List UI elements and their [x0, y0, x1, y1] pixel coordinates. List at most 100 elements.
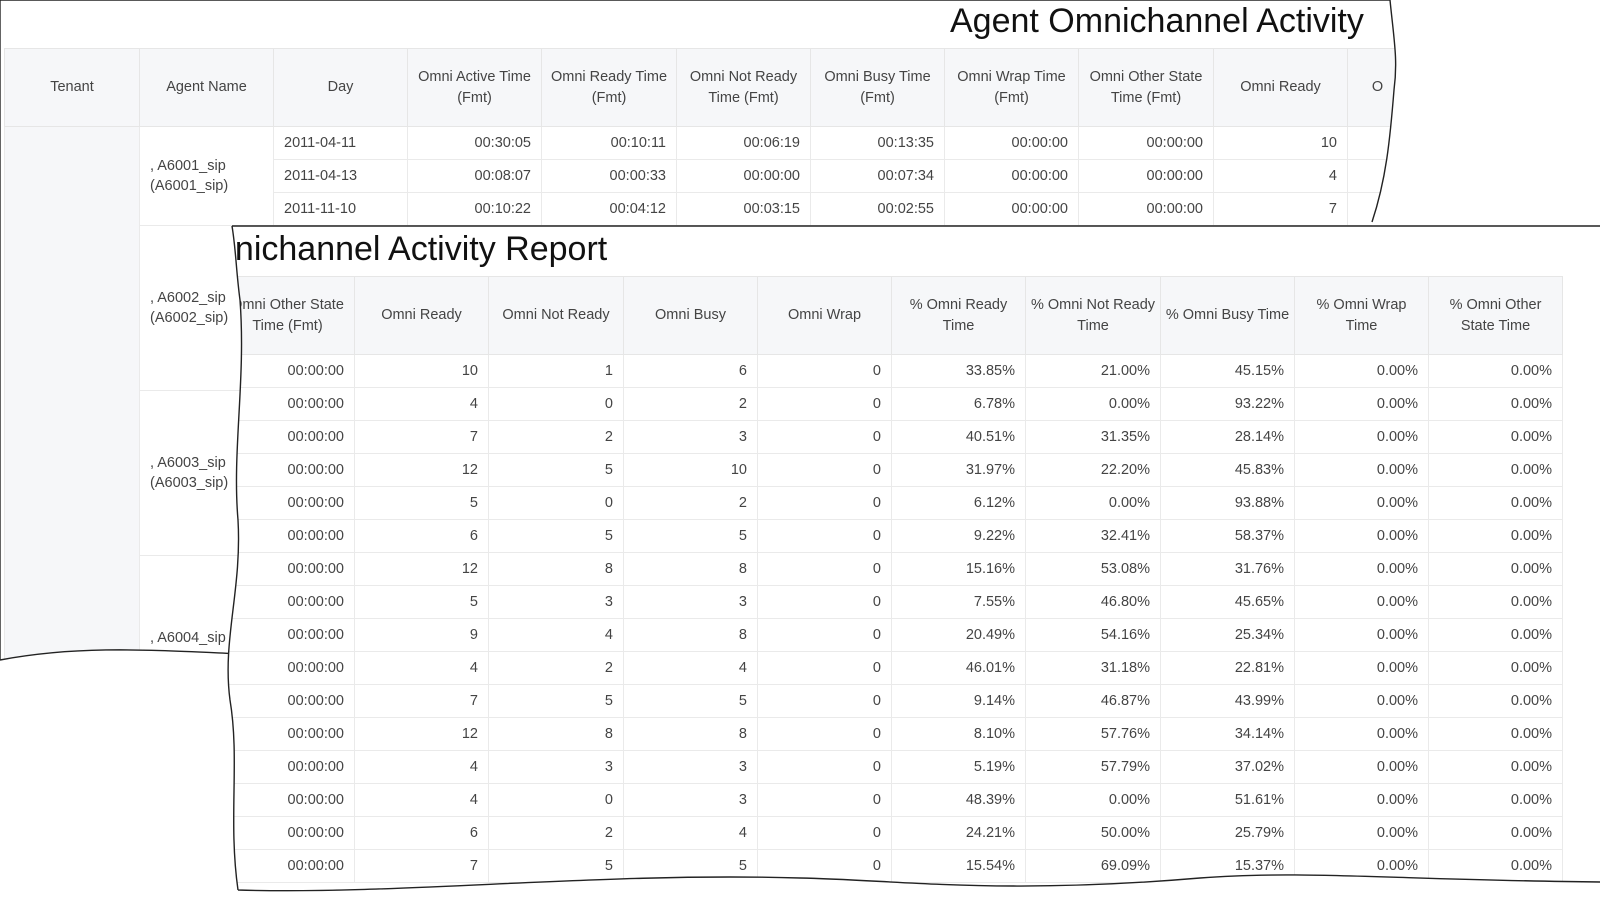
table-cell: 0	[758, 751, 892, 784]
table-cell: 00:00:00	[221, 751, 355, 784]
table-cell: 32.41%	[1026, 520, 1161, 553]
table-cell: 8	[624, 619, 758, 652]
table-cell: 45.65%	[1161, 586, 1295, 619]
table-cell: 0	[758, 619, 892, 652]
table-cell: 0	[758, 850, 892, 883]
table-cell: 57.76%	[1026, 718, 1161, 751]
table-cell: 4	[355, 652, 489, 685]
table-cell: 31.97%	[892, 454, 1026, 487]
table-cell: 7.55%	[892, 586, 1026, 619]
table-cell: 8	[489, 553, 624, 586]
table-cell: 0	[489, 784, 624, 817]
table-cell: 7	[355, 850, 489, 883]
table-cell: 2011-04-11	[274, 127, 408, 160]
report-title: Agent Omnichannel Activity	[950, 2, 1364, 40]
table-cell: 0	[758, 487, 892, 520]
table-cell: 31.35%	[1026, 421, 1161, 454]
table-row: 00:00:00 5 3 3 0 7.55% 46.80% 45.65% 0.00% 0.00%	[221, 586, 1563, 619]
table-cell: 0.00%	[1026, 784, 1161, 817]
table-cell: 0.00%	[1429, 685, 1563, 718]
table-cell: 2	[624, 388, 758, 421]
table-cell: 46.01%	[892, 652, 1026, 685]
table-row: 00:00:00 4 2 4 0 46.01% 31.18% 22.81% 0.00% 0.00%	[221, 652, 1563, 685]
table-row: , A6001_sip (A6001_sip) 2011-04-11 00:30:0…	[5, 127, 1408, 160]
table-cell	[1348, 160, 1408, 193]
table-cell: 2011-11-10	[274, 193, 408, 226]
table-cell: 4	[489, 619, 624, 652]
table-cell: 12	[355, 553, 489, 586]
table-cell: 0	[758, 421, 892, 454]
table-cell: 00:00:33	[542, 160, 677, 193]
column-header: Omni Ready	[1214, 49, 1348, 127]
table-row: 00:00:00 7 5 5 0 15.54% 69.09% 15.37% 0.00% 0.00%	[221, 850, 1563, 883]
table-cell: 0.00%	[1295, 685, 1429, 718]
table-cell: 8	[624, 553, 758, 586]
table-cell: 0.00%	[1295, 850, 1429, 883]
table-cell: 54.16%	[1026, 619, 1161, 652]
table-cell: 00:02:55	[811, 193, 945, 226]
table-cell: 0.00%	[1295, 718, 1429, 751]
table-cell: 1	[489, 355, 624, 388]
table-cell: 20.49%	[892, 619, 1026, 652]
table-cell: 15.37%	[1161, 850, 1295, 883]
table-cell: 00:00:00	[945, 193, 1079, 226]
table-row: 00:00:00 4 0 3 0 48.39% 0.00% 51.61% 0.00% 0.00%	[221, 784, 1563, 817]
table-cell: 8.10%	[892, 718, 1026, 751]
table-cell: 45.83%	[1161, 454, 1295, 487]
table-cell: 51.61%	[1161, 784, 1295, 817]
table-row: 00:00:00 6 2 4 0 24.21% 50.00% 25.79% 0.00% 0.00%	[221, 817, 1563, 850]
table-row: 00:00:00 6 5 5 0 9.22% 32.41% 58.37% 0.00% 0.00%	[221, 520, 1563, 553]
table-cell: 6	[624, 355, 758, 388]
table-cell: 4	[355, 784, 489, 817]
table-row: 00:00:00 7 5 5 0 9.14% 46.87% 43.99% 0.00% 0.00%	[221, 685, 1563, 718]
table-cell: 00:13:35	[811, 127, 945, 160]
table-cell: 24.21%	[892, 817, 1026, 850]
table-cell: 0.00%	[1295, 817, 1429, 850]
table-cell: 0.00%	[1429, 487, 1563, 520]
table-cell: 34.14%	[1161, 718, 1295, 751]
table-row: 00:00:00 4 0 2 0 6.78% 0.00% 93.22% 0.00% 0.00%	[221, 388, 1563, 421]
table-cell: 5	[489, 850, 624, 883]
table-cell: 4	[624, 817, 758, 850]
table-cell: 00:07:34	[811, 160, 945, 193]
table-row: 00:00:00 4 3 3 0 5.19% 57.79% 37.02% 0.00% 0.00%	[221, 751, 1563, 784]
table-cell: 93.88%	[1161, 487, 1295, 520]
report-title: nnichannel Activity Report	[216, 230, 608, 268]
table-cell: 12	[355, 718, 489, 751]
table-cell: 5	[489, 520, 624, 553]
table-cell: 0.00%	[1026, 487, 1161, 520]
table-cell: 0.00%	[1429, 355, 1563, 388]
column-header: Omni Ready Time (Fmt)	[542, 49, 677, 127]
column-header: Omni Busy	[624, 277, 758, 355]
table-cell: 00:00:00	[1079, 160, 1214, 193]
table-cell: 0.00%	[1429, 421, 1563, 454]
column-header: Omni Wrap	[758, 277, 892, 355]
table-cell: 0.00%	[1429, 586, 1563, 619]
table-cell: 93.22%	[1161, 388, 1295, 421]
table-cell: 00:04:12	[542, 193, 677, 226]
table-cell: 0	[489, 487, 624, 520]
table-cell: 58.37%	[1161, 520, 1295, 553]
table-cell: 7	[355, 421, 489, 454]
table-cell: 00:00:00	[945, 160, 1079, 193]
column-header: Omni Other State Time (Fmt)	[1079, 49, 1214, 127]
table-cell: 00:10:22	[408, 193, 542, 226]
table-cell: 0.00%	[1429, 388, 1563, 421]
table-cell: 5	[489, 454, 624, 487]
table-cell: 6	[355, 817, 489, 850]
table-cell: 6.78%	[892, 388, 1026, 421]
table-cell: 3	[624, 421, 758, 454]
table-cell: 0.00%	[1295, 619, 1429, 652]
table-cell: 22.20%	[1026, 454, 1161, 487]
table-cell: 22.81%	[1161, 652, 1295, 685]
table-cell: 6.12%	[892, 487, 1026, 520]
table-cell: 10	[1214, 127, 1348, 160]
table-cell: 0	[758, 553, 892, 586]
table-cell: 9.22%	[892, 520, 1026, 553]
table-cell: 5.19%	[892, 751, 1026, 784]
column-header: % Omni Other State Time	[1429, 277, 1563, 355]
table-cell: 0	[758, 586, 892, 619]
column-header: % Omni Not Ready Time	[1026, 277, 1161, 355]
table-cell: 00:00:00	[221, 520, 355, 553]
column-header: Omni Active Time (Fmt)	[408, 49, 542, 127]
